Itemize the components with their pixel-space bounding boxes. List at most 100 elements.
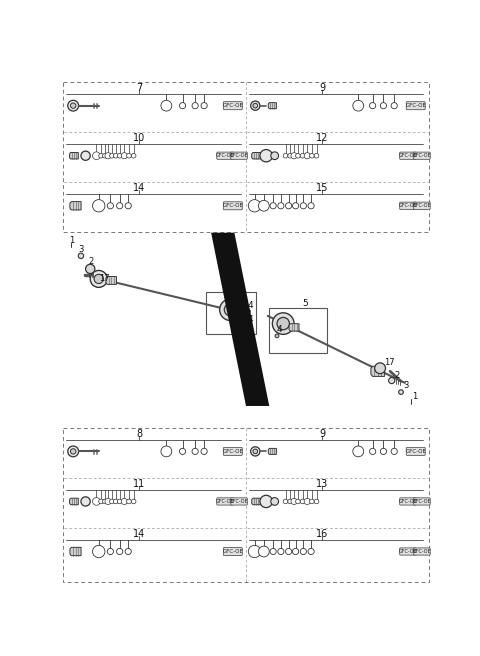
Circle shape xyxy=(300,548,306,554)
Text: 12: 12 xyxy=(316,133,328,143)
Circle shape xyxy=(107,203,113,209)
Circle shape xyxy=(314,499,319,504)
Polygon shape xyxy=(238,308,248,316)
FancyBboxPatch shape xyxy=(217,498,233,505)
Text: 9: 9 xyxy=(319,428,325,439)
Circle shape xyxy=(314,154,319,158)
Polygon shape xyxy=(289,323,299,331)
Text: GFC-OE: GFC-OE xyxy=(222,103,243,108)
Bar xyxy=(269,308,327,353)
FancyBboxPatch shape xyxy=(400,548,416,555)
Text: 17: 17 xyxy=(384,358,395,367)
FancyBboxPatch shape xyxy=(406,447,425,455)
Circle shape xyxy=(192,448,198,455)
Text: 6: 6 xyxy=(230,328,236,337)
Text: GFC-OE: GFC-OE xyxy=(222,449,243,454)
FancyBboxPatch shape xyxy=(223,102,242,110)
Text: GFC-OE: GFC-OE xyxy=(413,549,431,554)
Text: 11: 11 xyxy=(133,479,145,489)
Circle shape xyxy=(103,154,107,158)
Circle shape xyxy=(275,334,279,338)
Circle shape xyxy=(296,154,300,158)
Circle shape xyxy=(161,446,172,457)
Circle shape xyxy=(224,304,237,316)
Text: 2: 2 xyxy=(88,257,93,266)
Circle shape xyxy=(94,274,103,283)
Text: 16: 16 xyxy=(316,529,328,539)
Circle shape xyxy=(121,153,127,159)
Circle shape xyxy=(310,499,314,504)
FancyBboxPatch shape xyxy=(231,152,247,159)
Circle shape xyxy=(180,102,186,109)
Circle shape xyxy=(246,310,250,313)
Text: 7: 7 xyxy=(136,83,143,93)
Text: 15: 15 xyxy=(316,183,328,193)
Circle shape xyxy=(308,203,314,209)
Circle shape xyxy=(71,103,76,108)
Polygon shape xyxy=(252,498,261,504)
Text: 2: 2 xyxy=(394,371,399,380)
Text: 10: 10 xyxy=(133,133,145,143)
Circle shape xyxy=(248,199,261,212)
Circle shape xyxy=(292,548,299,554)
Circle shape xyxy=(78,253,84,258)
Text: GFC-OE: GFC-OE xyxy=(399,549,417,554)
Circle shape xyxy=(117,499,122,504)
Circle shape xyxy=(283,499,288,504)
Circle shape xyxy=(258,200,269,211)
Text: 4: 4 xyxy=(248,301,253,310)
FancyBboxPatch shape xyxy=(414,202,430,209)
Text: 4: 4 xyxy=(248,316,253,324)
Circle shape xyxy=(251,101,260,110)
Text: GFC-OE: GFC-OE xyxy=(413,154,431,158)
Text: 5: 5 xyxy=(302,299,308,308)
Circle shape xyxy=(93,545,105,558)
Circle shape xyxy=(125,203,132,209)
Circle shape xyxy=(253,104,258,108)
Text: GFC-OE: GFC-OE xyxy=(230,499,248,504)
Circle shape xyxy=(251,447,260,456)
FancyBboxPatch shape xyxy=(406,102,425,110)
Circle shape xyxy=(93,199,105,212)
Circle shape xyxy=(113,154,118,158)
Circle shape xyxy=(389,377,395,384)
Text: GFC-OE: GFC-OE xyxy=(230,154,248,158)
Circle shape xyxy=(271,498,278,505)
Circle shape xyxy=(105,499,111,504)
Circle shape xyxy=(127,154,132,158)
Circle shape xyxy=(93,152,100,159)
Text: 1: 1 xyxy=(412,392,417,401)
Circle shape xyxy=(220,299,241,321)
Circle shape xyxy=(304,499,311,504)
Circle shape xyxy=(246,323,250,327)
Circle shape xyxy=(192,102,198,109)
Circle shape xyxy=(93,498,100,505)
Circle shape xyxy=(117,154,122,158)
FancyBboxPatch shape xyxy=(414,498,430,505)
Circle shape xyxy=(270,548,276,554)
Circle shape xyxy=(103,499,107,504)
FancyBboxPatch shape xyxy=(400,498,416,505)
Circle shape xyxy=(109,154,114,158)
Circle shape xyxy=(121,499,127,504)
Circle shape xyxy=(272,313,294,335)
FancyBboxPatch shape xyxy=(223,548,242,556)
Text: GFC-OE: GFC-OE xyxy=(216,499,234,504)
Text: 14: 14 xyxy=(133,183,145,193)
Text: 13: 13 xyxy=(316,479,328,489)
FancyBboxPatch shape xyxy=(414,548,430,555)
Polygon shape xyxy=(268,103,276,109)
Circle shape xyxy=(81,151,90,160)
Polygon shape xyxy=(70,152,78,159)
Text: 3: 3 xyxy=(403,381,408,390)
Circle shape xyxy=(391,448,397,455)
Text: 1: 1 xyxy=(69,236,74,245)
Polygon shape xyxy=(252,152,261,159)
Circle shape xyxy=(105,153,111,159)
Text: GFC-OE: GFC-OE xyxy=(405,103,426,108)
Text: GFC-OE: GFC-OE xyxy=(222,203,243,208)
FancyBboxPatch shape xyxy=(400,152,416,159)
Circle shape xyxy=(71,449,76,454)
Circle shape xyxy=(291,499,297,504)
Circle shape xyxy=(271,152,278,159)
